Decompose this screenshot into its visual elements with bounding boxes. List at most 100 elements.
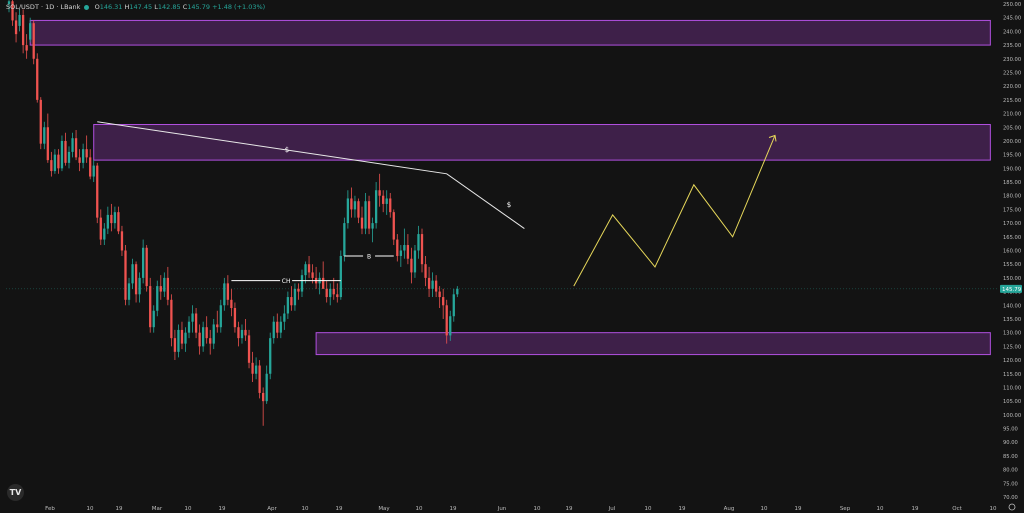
candle-body[interactable] (293, 288, 297, 306)
candle-body[interactable] (127, 283, 131, 300)
candle-body[interactable] (371, 223, 374, 229)
candle-body[interactable] (36, 58, 39, 100)
candle-body[interactable] (399, 250, 402, 256)
supply-demand-zone[interactable] (29, 19, 991, 46)
candle-body[interactable] (325, 288, 328, 298)
candle-body[interactable] (424, 264, 427, 278)
candle-body[interactable] (364, 201, 367, 229)
candle-body[interactable] (138, 277, 141, 295)
candle-body[interactable] (269, 338, 272, 374)
candle-body[interactable] (96, 165, 99, 218)
candle-body[interactable] (202, 327, 205, 347)
candle-body[interactable] (152, 310, 155, 328)
candle-body[interactable] (141, 247, 145, 278)
candle-body[interactable] (403, 245, 406, 251)
candle-body[interactable] (336, 294, 339, 298)
candle-body[interactable] (286, 297, 290, 314)
candle-body[interactable] (360, 217, 364, 229)
candle-body[interactable] (166, 277, 169, 300)
candle-body[interactable] (124, 250, 127, 300)
candle-body[interactable] (332, 288, 335, 295)
candle-body[interactable] (374, 190, 378, 224)
candle-body[interactable] (283, 313, 286, 322)
candle-body[interactable] (32, 23, 35, 59)
candle-body[interactable] (156, 286, 159, 311)
candle-body[interactable] (159, 286, 162, 292)
candle-body[interactable] (389, 198, 392, 213)
candle-body[interactable] (452, 294, 455, 317)
candle-body[interactable] (307, 264, 311, 273)
candle-body[interactable] (92, 165, 95, 177)
price-axis[interactable] (998, 0, 1024, 513)
candle-body[interactable] (205, 327, 208, 339)
candle-body[interactable] (240, 329, 244, 339)
candle-body[interactable] (406, 245, 410, 259)
candle-body[interactable] (258, 365, 261, 393)
candle-body[interactable] (276, 321, 279, 333)
candle-body[interactable] (445, 305, 448, 336)
candle-body[interactable] (339, 255, 342, 298)
candle-body[interactable] (67, 151, 71, 163)
candle-body[interactable] (191, 313, 194, 322)
candle-body[interactable] (431, 280, 434, 289)
candle-body[interactable] (64, 140, 67, 163)
candle-body[interactable] (367, 201, 371, 229)
candle-body[interactable] (346, 198, 350, 224)
candle-body[interactable] (254, 365, 258, 374)
candle-body[interactable] (219, 305, 222, 328)
candle-body[interactable] (311, 272, 314, 278)
candle-body[interactable] (265, 373, 268, 402)
candle-body[interactable] (343, 223, 346, 256)
candle-body[interactable] (413, 250, 417, 273)
candle-body[interactable] (180, 329, 184, 344)
candle-body[interactable] (357, 201, 360, 218)
candle-body[interactable] (279, 321, 282, 333)
candle-body[interactable] (18, 14, 21, 26)
candle-body[interactable] (304, 264, 307, 276)
candle-body[interactable] (226, 283, 230, 300)
candle-body[interactable] (46, 127, 49, 161)
candle-body[interactable] (262, 392, 265, 402)
candle-body[interactable] (170, 299, 173, 339)
candle-body[interactable] (50, 160, 53, 172)
candle-body[interactable] (60, 140, 64, 169)
candle-body[interactable] (438, 291, 441, 298)
candle-body[interactable] (57, 154, 60, 169)
candle-body[interactable] (417, 234, 420, 251)
candle-body[interactable] (25, 45, 28, 51)
candle-body[interactable] (134, 264, 138, 295)
candle-body[interactable] (329, 288, 332, 298)
supply-demand-zone[interactable] (93, 124, 991, 161)
candle-body[interactable] (39, 99, 42, 144)
candle-body[interactable] (442, 297, 445, 306)
candle-body[interactable] (78, 157, 81, 163)
candle-body[interactable] (131, 264, 134, 284)
candle-body[interactable] (449, 316, 452, 336)
candle-body[interactable] (353, 201, 357, 210)
candle-body[interactable] (145, 247, 148, 287)
candle-body[interactable] (247, 335, 251, 363)
candle-body[interactable] (110, 214, 113, 224)
candle-body[interactable] (290, 297, 293, 306)
candle-body[interactable] (163, 277, 166, 292)
candle-body[interactable] (209, 338, 212, 344)
candle-body[interactable] (99, 217, 102, 240)
candle-body[interactable] (74, 138, 78, 158)
candle-body[interactable] (456, 288, 459, 295)
time-axis[interactable] (0, 500, 1024, 513)
candle-body[interactable] (350, 198, 353, 210)
symbol-label[interactable]: SOL/USDT · 1D · LBank (6, 3, 81, 11)
candle-body[interactable] (29, 23, 32, 40)
candle-body[interactable] (392, 212, 395, 240)
candle-body[interactable] (396, 239, 399, 256)
candle-body[interactable] (71, 138, 74, 152)
candle-body[interactable] (106, 214, 109, 229)
liquidity-trendline[interactable] (97, 121, 525, 229)
projection-path[interactable] (573, 135, 776, 287)
candle-body[interactable] (420, 234, 424, 265)
candle-body[interactable] (173, 338, 177, 352)
candle-body[interactable] (410, 258, 413, 273)
candle-body[interactable] (89, 157, 92, 177)
candle-body[interactable] (378, 190, 381, 196)
